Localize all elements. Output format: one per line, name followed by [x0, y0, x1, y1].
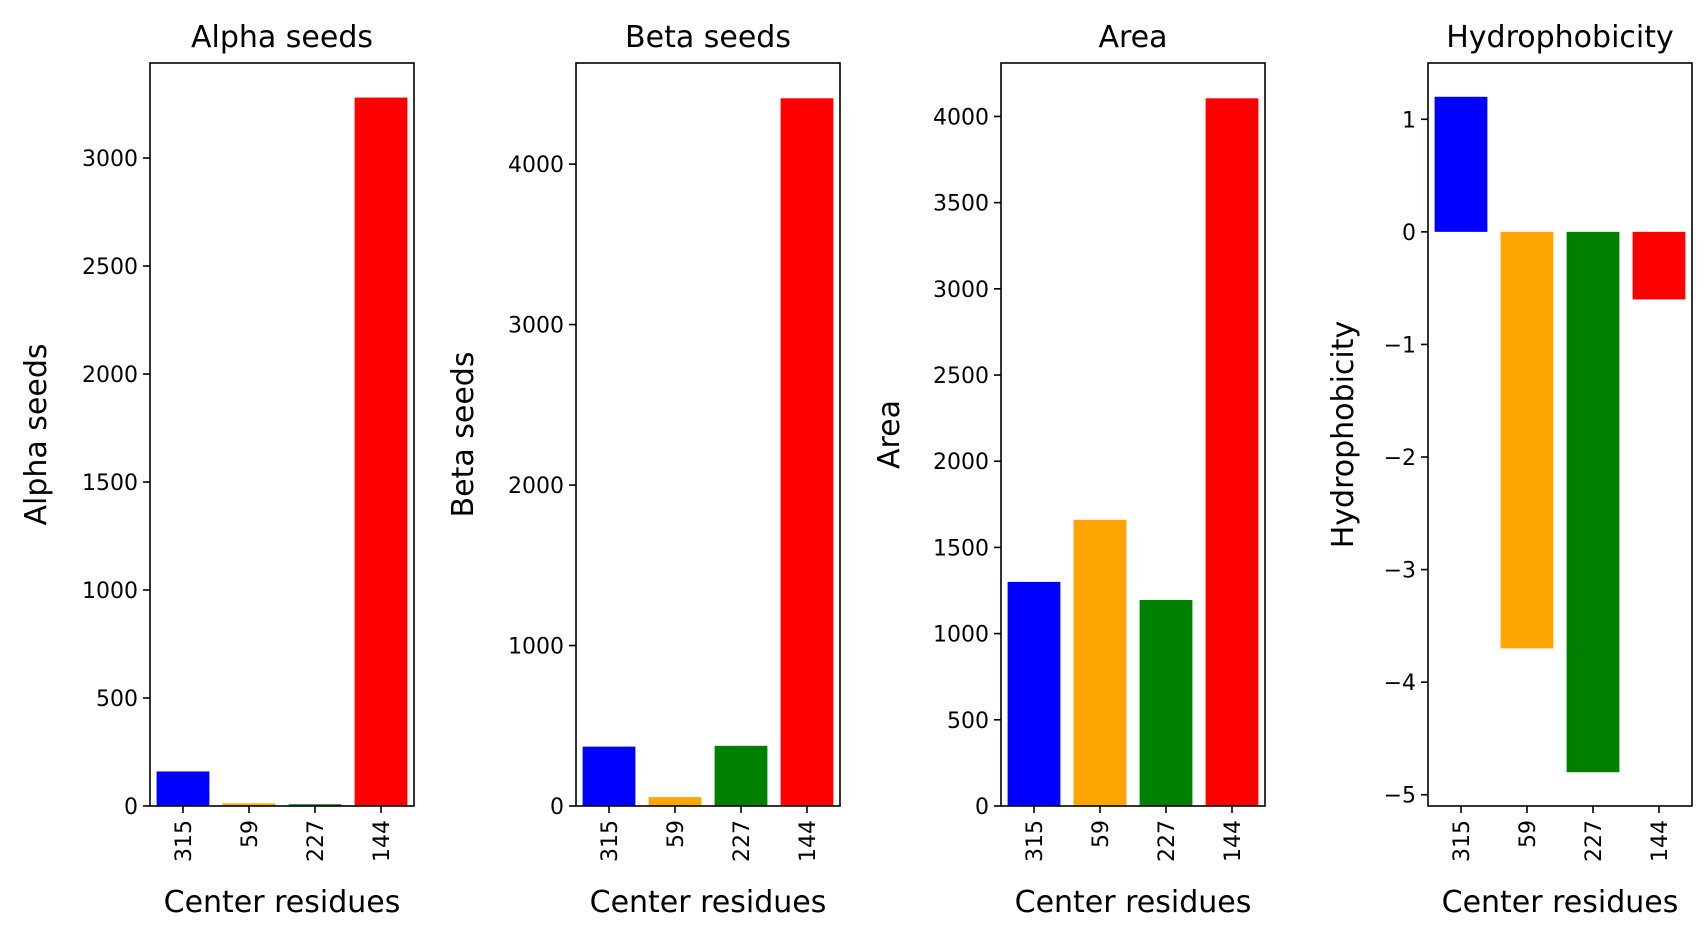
y-tick-label: 1000 — [82, 579, 138, 604]
bar — [1073, 519, 1127, 806]
y-tick-label: 2000 — [82, 363, 138, 388]
y-tick-label: 2000 — [508, 474, 564, 499]
y-axis-title: Hydrophobicity — [1326, 321, 1361, 549]
x-tick-label: 144 — [1648, 820, 1673, 862]
x-tick-label: 227 — [1582, 820, 1607, 862]
y-tick-label: 0 — [1402, 221, 1416, 246]
y-axis-title: Beta seeds — [446, 352, 481, 518]
y-tick-label: 500 — [947, 709, 989, 734]
x-tick-label: 59 — [1089, 820, 1114, 848]
bar — [1139, 599, 1193, 806]
x-tick-label: 315 — [598, 820, 623, 862]
bar — [648, 797, 702, 806]
axes-frame — [575, 62, 841, 807]
y-axis-title: Area — [872, 400, 907, 469]
y-tick-label: −2 — [1384, 446, 1416, 471]
bar — [1566, 231, 1620, 773]
x-axis-title: Center residues — [1442, 885, 1679, 920]
y-tick-label: 3000 — [82, 147, 138, 172]
panel-title: Beta seeds — [625, 20, 791, 55]
bar — [714, 745, 768, 806]
y-tick-label: 2000 — [933, 450, 989, 475]
bar — [354, 97, 408, 806]
y-tick-label: 500 — [96, 687, 138, 712]
panel-title: Area — [1098, 20, 1167, 55]
chart-panel: 0 1000 2000 3000 4000 315 59 227 144 Beta seeds Ce… — [446, 20, 841, 920]
x-tick-label: 227 — [730, 820, 755, 862]
x-tick-label: 227 — [304, 820, 329, 862]
bar — [780, 98, 834, 807]
y-tick-label: −5 — [1384, 784, 1416, 809]
y-tick-label: 1500 — [933, 536, 989, 561]
bar — [582, 746, 636, 806]
y-tick-label: 4000 — [933, 105, 989, 130]
x-axis-title: Center residues — [164, 885, 401, 920]
axes-frame — [1427, 62, 1693, 807]
x-tick-label: 59 — [1516, 820, 1541, 848]
y-tick-label: 1 — [1402, 108, 1416, 133]
y-tick-label: −4 — [1384, 671, 1416, 696]
bar — [1500, 231, 1554, 649]
x-axis-title: Center residues — [590, 885, 827, 920]
y-tick-label: 1000 — [508, 635, 564, 660]
bar — [288, 804, 342, 806]
y-tick-label: 3000 — [508, 314, 564, 339]
bar — [156, 771, 210, 806]
y-tick-label: 2500 — [933, 364, 989, 389]
y-tick-label: 4000 — [508, 153, 564, 178]
bar — [1007, 581, 1061, 806]
y-tick-label: 1000 — [933, 623, 989, 648]
chart-panel: 0 500 1000 1500 2000 2500 3000 3500 4000 315 59 227… — [872, 20, 1266, 920]
bar — [1205, 98, 1259, 807]
y-tick-label: 0 — [124, 795, 138, 820]
chart-panel: −5 −4 −3 −2 −1 0 1 315 59 227 144 Hydrophobicity Cen… — [1326, 20, 1693, 920]
x-tick-label: 315 — [1023, 820, 1048, 862]
bar — [222, 803, 276, 806]
bar — [1632, 231, 1686, 300]
y-tick-label: 3500 — [933, 192, 989, 217]
x-tick-label: 227 — [1155, 820, 1180, 862]
chart-panel: 0 500 1000 1500 2000 2500 3000 315 59 227 144 Alpha… — [19, 20, 415, 920]
x-tick-label: 59 — [664, 820, 689, 848]
x-tick-label: 315 — [172, 820, 197, 862]
y-tick-label: 3000 — [933, 278, 989, 303]
x-tick-label: 144 — [1221, 820, 1246, 862]
y-axis-title: Alpha seeds — [19, 343, 54, 525]
x-tick-label: 144 — [796, 820, 821, 862]
y-tick-label: 2500 — [82, 255, 138, 280]
axes-frame — [1000, 62, 1266, 807]
y-tick-label: 0 — [550, 795, 564, 820]
y-tick-label: 1500 — [82, 471, 138, 496]
panel-title: Alpha seeds — [191, 20, 373, 55]
y-tick-label: −1 — [1384, 333, 1416, 358]
x-axis-title: Center residues — [1015, 885, 1252, 920]
x-tick-label: 59 — [238, 820, 263, 848]
axes-frame — [149, 62, 415, 807]
panel-title: Hydrophobicity — [1446, 20, 1674, 55]
bar — [1434, 96, 1488, 232]
y-tick-label: 0 — [975, 795, 989, 820]
y-tick-label: −3 — [1384, 559, 1416, 584]
x-tick-label: 315 — [1450, 820, 1475, 862]
x-tick-label: 144 — [370, 820, 395, 862]
